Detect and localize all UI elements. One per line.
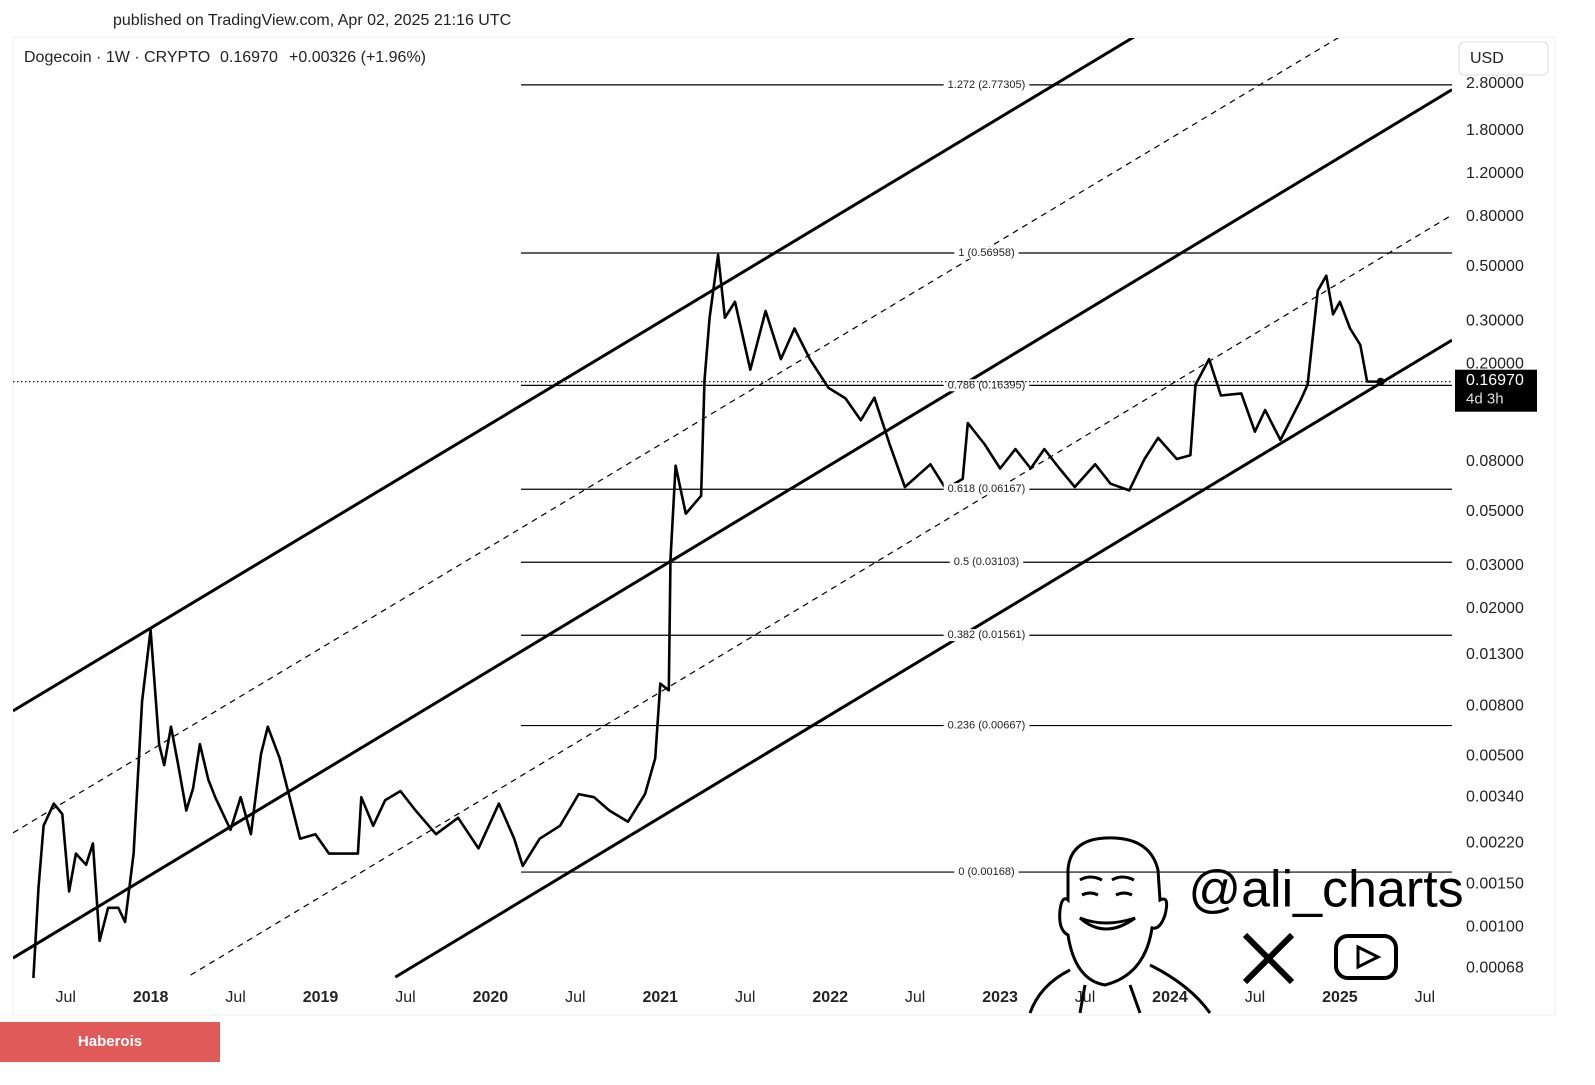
- fib-label-bg: [943, 719, 1030, 732]
- banner-text: Haberois: [78, 1033, 142, 1050]
- y-tick-label: 0.00500: [1466, 747, 1524, 764]
- y-tick-label: 0.00800: [1466, 697, 1524, 714]
- fib-label-bg: [949, 556, 1024, 569]
- youtube-play: [1356, 944, 1382, 970]
- y-tick-label: 0.50000: [1466, 258, 1524, 275]
- watermark: @ali_charts: [1188, 861, 1463, 919]
- y-tick-label: 2.80000: [1466, 75, 1524, 92]
- x-tick-label: Jul: [1245, 989, 1265, 1006]
- fib-label: 0.618 (0.06167): [948, 483, 1026, 495]
- y-tick-label: 1.20000: [1466, 165, 1524, 182]
- x-tick-label: 2019: [303, 989, 339, 1006]
- x-tick-label: 2023: [982, 989, 1018, 1006]
- published-note: published on TradingView.com, Apr 02, 20…: [113, 12, 511, 29]
- fib-label: 0 (0.00168): [958, 866, 1014, 878]
- y-tick-label: 0.08000: [1466, 453, 1524, 470]
- y-tick-label: 0.05000: [1466, 503, 1524, 520]
- x-tick-label: Jul: [735, 989, 755, 1006]
- fib-label: 0.382 (0.01561): [948, 629, 1026, 641]
- price-label: 0.16970: [1466, 372, 1524, 389]
- chart-frame: [12, 36, 1556, 1016]
- last-point: [1376, 377, 1385, 386]
- x-tick-label: 2020: [473, 989, 509, 1006]
- y-tick-label: 0.03000: [1466, 557, 1524, 574]
- y-tick-label: 0.00100: [1466, 918, 1524, 935]
- x-tick-label: Jul: [395, 989, 415, 1006]
- x-tick-label: 2024: [1152, 989, 1188, 1006]
- x-tick-label: 2025: [1322, 989, 1358, 1006]
- y-tick-label: 0.00220: [1466, 835, 1524, 852]
- currency-box[interactable]: [1458, 41, 1549, 76]
- avatar: [1028, 836, 1212, 1014]
- channel-line: [394, 338, 1452, 979]
- y-tick-label: 0.80000: [1466, 208, 1524, 225]
- x-tick-label: Jul: [55, 989, 75, 1006]
- legend-symbol: Dogecoin · 1W · CRYPTO: [24, 49, 210, 66]
- youtube-icon: [1334, 934, 1398, 980]
- price-series: [32, 253, 1381, 979]
- y-tick-label: 0.00068: [1466, 959, 1524, 976]
- channel-line: [190, 214, 1452, 976]
- y-tick-label: 0.01300: [1466, 646, 1524, 663]
- legend-price: 0.16970: [220, 49, 278, 66]
- x-tick-label: Jul: [1415, 989, 1435, 1006]
- fib-label-bg: [954, 246, 1019, 259]
- x-tick-label: 2021: [642, 989, 678, 1006]
- fib-label-bg: [943, 78, 1030, 91]
- channel-line: [13, 38, 1339, 834]
- fib-label-bg: [943, 629, 1030, 642]
- x-tick-label: Jul: [565, 989, 585, 1006]
- x-icon: [1242, 932, 1295, 985]
- legend-change: +0.00326 (+1.96%): [289, 49, 426, 66]
- y-tick-label: 0.30000: [1466, 312, 1524, 329]
- x-tick-label: 2018: [133, 989, 169, 1006]
- currency[interactable]: USD: [1470, 50, 1504, 67]
- y-tick-label: 0.00340: [1466, 788, 1524, 805]
- price-countdown: 4d 3h: [1466, 391, 1504, 408]
- channel-line: [13, 38, 1136, 713]
- y-tick-label: 0.00150: [1466, 875, 1524, 892]
- y-tick-label: 0.02000: [1466, 600, 1524, 617]
- x-tick-label: Jul: [225, 989, 245, 1006]
- fib-label: 0.5 (0.03103): [954, 556, 1019, 568]
- fib-label: 1.272 (2.77305): [948, 79, 1026, 91]
- banner: [0, 1022, 220, 1062]
- fib-label-bg: [943, 483, 1030, 496]
- fib-label: 0.786 (0.16395): [948, 379, 1026, 391]
- fib-label-bg: [954, 865, 1019, 878]
- x-tick-label: Jul: [1075, 989, 1095, 1006]
- price-label-box: [1455, 369, 1537, 412]
- y-tick-label: 1.80000: [1466, 122, 1524, 139]
- fib-label: 0.236 (0.00667): [948, 719, 1026, 731]
- fib-label: 1 (0.56958): [958, 247, 1014, 259]
- x-tick-label: Jul: [905, 989, 925, 1006]
- x-tick-label: 2022: [812, 989, 848, 1006]
- plot-area: [13, 38, 1452, 979]
- y-tick-label: 0.20000: [1466, 355, 1524, 372]
